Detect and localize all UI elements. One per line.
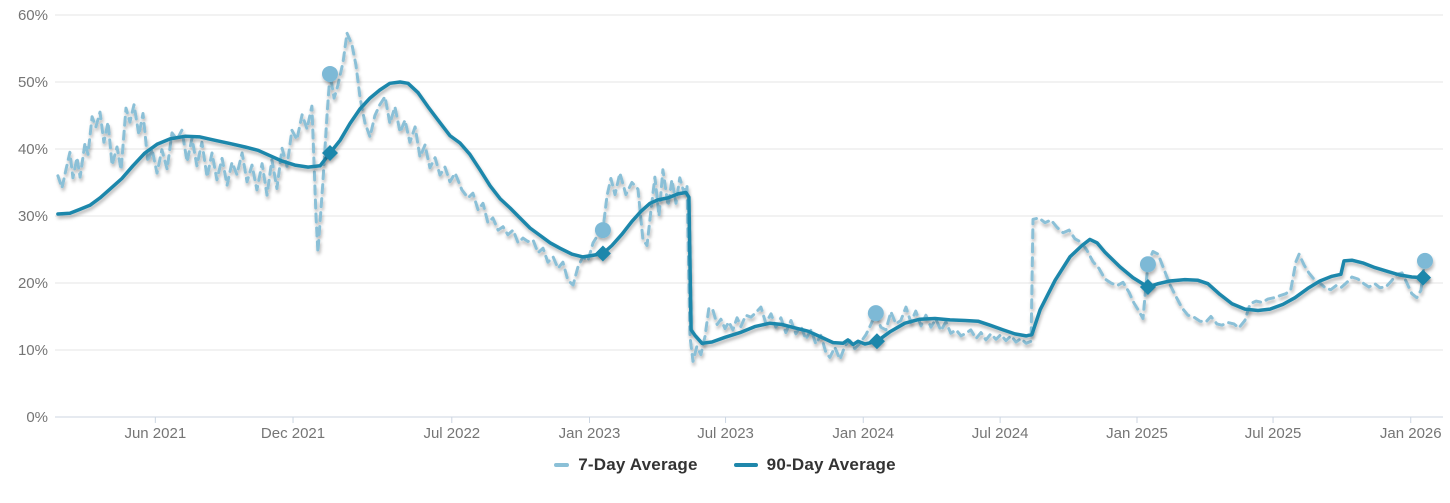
marker-diamond-90day bbox=[1139, 279, 1156, 296]
marker-diamond-90day bbox=[321, 145, 338, 162]
x-axis-label: Jan 2025 bbox=[1106, 425, 1168, 442]
x-axis-label: Jul 2024 bbox=[972, 425, 1029, 442]
legend-swatch-90day-icon bbox=[733, 463, 758, 467]
x-axis-label: Dec 2021 bbox=[261, 425, 325, 442]
marker-diamond-90day bbox=[868, 333, 885, 350]
marker-circle-7day bbox=[594, 222, 611, 239]
legend: 7-Day Average 90-Day Average bbox=[0, 455, 1450, 475]
marker-circle-7day bbox=[321, 65, 338, 82]
marker-circle-7day bbox=[1139, 256, 1156, 273]
marker-circle-7day bbox=[867, 305, 884, 322]
axis-label-layer: 0% 10% 20% 30% 40% 50% 60% Jun 2021 Dec 2021 Jul … bbox=[18, 7, 1442, 442]
y-axis-label: 50% bbox=[18, 74, 48, 91]
marker-circle-7day bbox=[1416, 252, 1433, 269]
x-axis-label: Jan 2026 bbox=[1380, 425, 1442, 442]
x-axis-label: Jul 2022 bbox=[423, 425, 480, 442]
marker-diamond-90day bbox=[594, 245, 611, 262]
y-axis-label: 40% bbox=[18, 141, 48, 158]
x-axis-label: Jan 2023 bbox=[559, 425, 621, 442]
legend-swatch-7day-icon bbox=[554, 463, 570, 467]
x-axis-label: Jan 2024 bbox=[832, 425, 894, 442]
grid-layer bbox=[55, 14, 1443, 423]
y-axis-label: 10% bbox=[18, 342, 48, 359]
legend-item-90day-average[interactable]: 90-Day Average bbox=[733, 455, 896, 475]
series-90day-average-line bbox=[56, 80, 1430, 347]
x-axis-label: Jul 2025 bbox=[1245, 425, 1302, 442]
x-axis-label: Jun 2021 bbox=[124, 425, 186, 442]
marker-diamond-90day bbox=[1415, 269, 1432, 286]
marker-layer bbox=[321, 65, 1433, 350]
x-axis-label: Jul 2023 bbox=[697, 425, 754, 442]
series-7day-average-line bbox=[56, 31, 1427, 363]
legend-item-7day-average[interactable]: 7-Day Average bbox=[554, 455, 697, 475]
legend-label-7day: 7-Day Average bbox=[578, 455, 698, 474]
y-axis-label: 30% bbox=[18, 208, 48, 225]
series-layer bbox=[56, 31, 1430, 363]
chart-canvas[interactable]: 0% 10% 20% 30% 40% 50% 60% Jun 2021 Dec 2021 Jul … bbox=[0, 0, 1450, 445]
y-axis-label: 20% bbox=[18, 275, 48, 292]
y-axis-label: 0% bbox=[26, 409, 48, 426]
y-axis-label: 60% bbox=[18, 7, 48, 24]
legend-label-90day: 90-Day Average bbox=[766, 455, 896, 474]
